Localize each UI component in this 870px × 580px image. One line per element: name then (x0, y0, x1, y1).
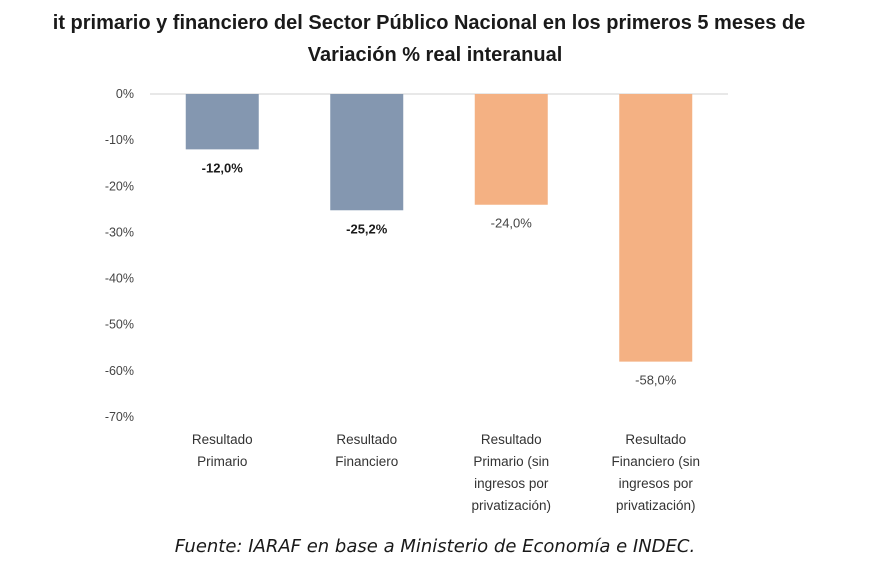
chart-subtitle: Variación % real interanual (307, 44, 563, 66)
category-label-line: Primario (197, 454, 247, 469)
category-label-line: Resultado (336, 432, 397, 447)
category-label-line: ingresos por (619, 476, 694, 491)
category-label-line: ingresos por (474, 476, 549, 491)
y-tick-label: -20% (105, 179, 134, 193)
bar (330, 94, 404, 211)
category-label-line: Resultado (625, 432, 686, 447)
category-label-line: Resultado (192, 432, 253, 447)
chart-title: it primario y financiero del Sector Públ… (52, 12, 806, 34)
category-label: Resultado Primario (192, 432, 253, 469)
category-label-line: privatización) (471, 498, 551, 513)
category-label: Resultado Primario (sin ingresos por privat… (471, 432, 551, 513)
category-label: Resultado Financiero (335, 432, 398, 469)
data-label: -58,0% (635, 373, 677, 388)
category-label-line: Primario (sin (473, 454, 549, 469)
y-tick-label: -70% (105, 410, 134, 424)
data-label: -12,0% (202, 160, 244, 175)
source-note: Fuente: IARAF en base a Ministerio de Ec… (174, 536, 696, 557)
y-tick-label: 0% (116, 87, 134, 101)
data-label: -24,0% (491, 216, 533, 231)
y-tick-label: -10% (105, 133, 134, 147)
category-label-line: privatización) (616, 498, 696, 513)
y-tick-label: -50% (105, 318, 134, 332)
category-label: Resultado Financiero (sin ingresos por priv… (611, 432, 700, 513)
bar (619, 94, 693, 362)
y-tick-label: -40% (105, 272, 134, 286)
y-tick-label: -30% (105, 225, 134, 239)
data-label: -25,2% (346, 221, 388, 236)
category-label-line: Financiero (sin (611, 454, 700, 469)
category-label-line: Resultado (481, 432, 542, 447)
bar (474, 94, 548, 205)
bar (185, 94, 259, 150)
y-tick-label: -60% (105, 364, 134, 378)
category-label-line: Financiero (335, 454, 398, 469)
bar-chart: 0% -10% -20% -30% -40% -50% -60% -70% -12,0% Resu… (105, 87, 728, 513)
